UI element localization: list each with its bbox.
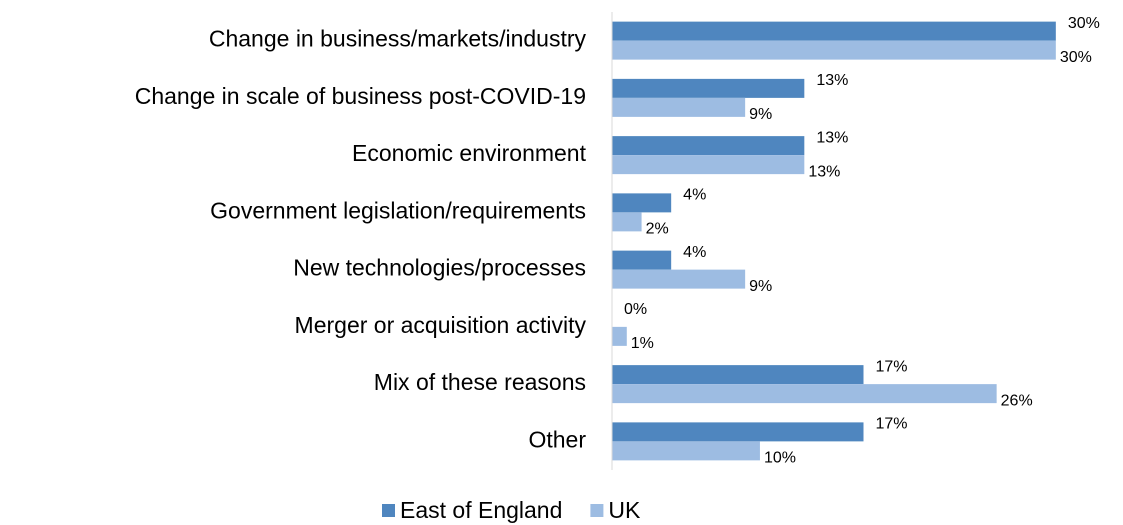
value-label: 30%	[1068, 15, 1100, 32]
value-label: 13%	[816, 72, 848, 89]
value-label: 1%	[631, 335, 654, 352]
value-label: 13%	[816, 129, 848, 146]
bar	[612, 21, 1056, 41]
legend-label: UK	[608, 497, 641, 523]
legend-label: East of England	[400, 497, 562, 523]
category-label: Change in scale of business post-COVID-1…	[135, 83, 586, 109]
value-label: 10%	[764, 450, 796, 467]
bar	[612, 365, 864, 385]
category-label: Change in business/markets/industry	[209, 26, 587, 52]
bar	[612, 40, 1056, 60]
legend-swatch	[590, 504, 604, 517]
value-label: 9%	[749, 278, 772, 295]
category-label: Mix of these reasons	[374, 369, 586, 395]
bar	[612, 136, 805, 156]
value-label: 17%	[876, 416, 908, 433]
bar	[612, 78, 805, 98]
value-label: 4%	[683, 187, 706, 204]
legend-swatch	[382, 504, 395, 517]
category-label: Economic environment	[352, 140, 587, 166]
category-label: Government legislation/requirements	[210, 197, 586, 223]
category-label: New technologies/processes	[293, 255, 586, 281]
value-label: 0%	[624, 301, 647, 318]
category-label: Other	[528, 426, 586, 452]
bar	[612, 155, 805, 175]
bar	[612, 422, 864, 442]
value-label: 4%	[683, 244, 706, 261]
bar	[612, 97, 746, 117]
bar	[612, 269, 746, 289]
bar	[612, 441, 760, 461]
value-label: 9%	[749, 106, 772, 123]
value-label: 13%	[808, 163, 840, 180]
value-label: 30%	[1060, 49, 1092, 66]
bar	[612, 384, 997, 404]
category-label: Merger or acquisition activity	[295, 312, 587, 338]
bar	[612, 250, 672, 270]
bar	[612, 326, 627, 346]
bar	[612, 193, 672, 213]
bar	[612, 212, 642, 232]
value-label: 17%	[876, 358, 908, 375]
value-label: 2%	[646, 221, 669, 238]
value-label: 26%	[1001, 392, 1033, 409]
